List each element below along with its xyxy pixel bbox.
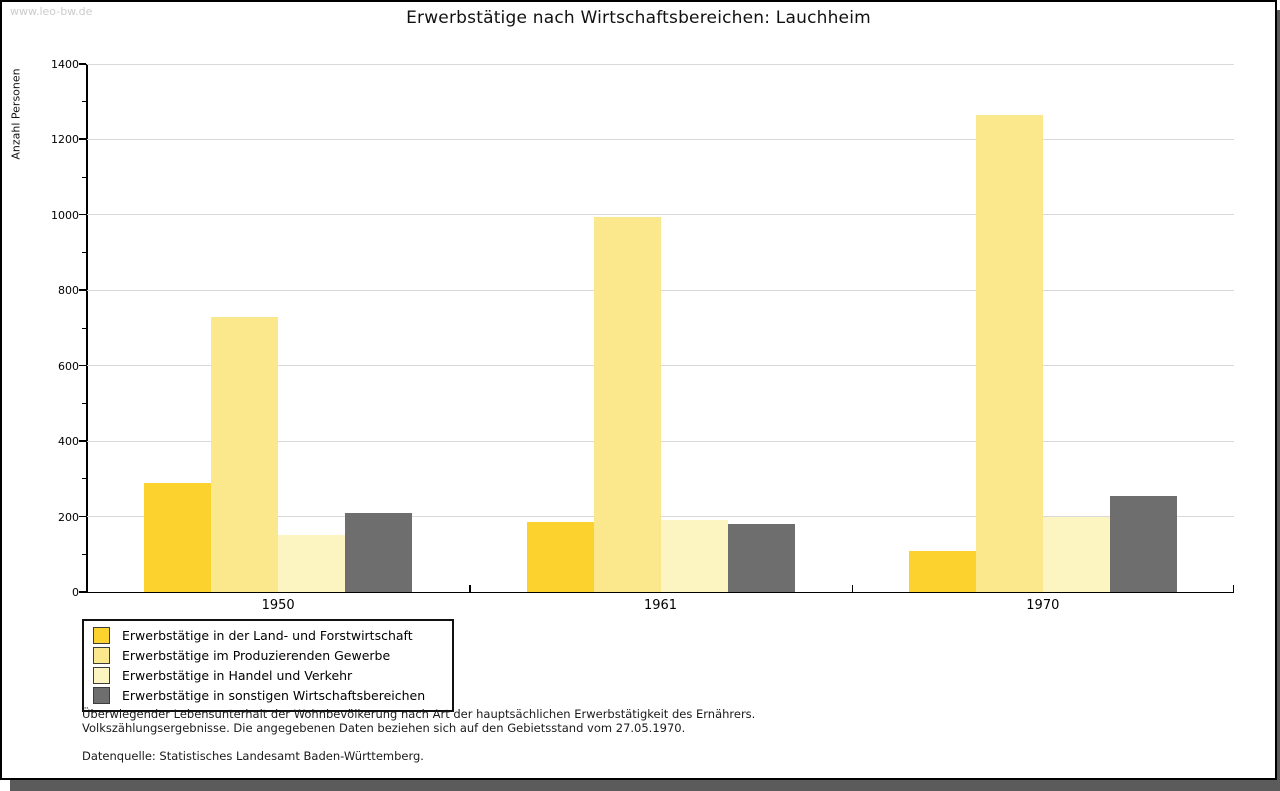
y-minor-tick-100 [82,553,86,555]
x-tick-label-1950: 1950 [261,598,295,613]
legend-item-1: Erwerbstätige in der Land- und Forstwirt… [84,625,452,645]
bar-1961-series-2 [593,216,661,592]
y-tick-label-1000: 1000 [51,208,79,222]
y-major-tick-800 [79,289,86,291]
bar-1970-series-4 [1109,495,1177,592]
y-tick-label-1200: 1200 [51,133,79,147]
gridline-y-1400 [87,63,1234,65]
plot-area: 0 200 400 600 800 1000 1200 1400 1950 1961 1970 [51,58,1234,613]
legend-item-3: Erwerbstätige in Handel und Verkehr [84,665,452,685]
chart-title: Erwerbstätige nach Wirtschaftsbereichen:… [406,8,871,28]
footnote-line-1: Überwiegender Lebensunterhalt der Wohnbe… [82,707,756,721]
legend-label-2: Erwerbstätige im Produzierenden Gewerbe [122,647,391,663]
bar-1970-series-3 [1042,516,1110,592]
legend-swatch-1 [93,626,110,644]
y-major-tick-400 [79,440,86,442]
y-minor-tick-700 [82,327,86,329]
x-tick-label-1961: 1961 [643,598,678,613]
x-axis-tick-3 [1232,585,1234,592]
y-major-tick-1200 [79,138,86,140]
y-major-tick-200 [79,515,86,518]
y-major-tick-1000 [79,213,86,216]
legend-swatch-3 [93,666,110,684]
legend-label-3: Erwerbstätige in Handel und Verkehr [122,667,353,683]
legend-box: Erwerbstätige in der Land- und Forstwirt… [82,619,454,712]
legend-label-1: Erwerbstätige in der Land- und Forstwirt… [122,627,413,643]
x-tick-label-1970: 1970 [1026,598,1060,613]
gridline-y-600 [87,365,1234,367]
y-tick-label-1400: 1400 [51,58,79,71]
gridline-y-400 [87,440,1234,442]
bar-1961-series-3 [660,520,728,592]
bar-1950-series-2 [211,316,279,592]
y-minor-tick-900 [82,252,86,254]
y-minor-tick-1100 [82,176,86,178]
y-tick-label-200: 200 [58,510,79,524]
footnote-line-2: Volkszählungsergebnisse. Die angegebenen… [82,720,686,735]
x-axis-tick-1 [469,585,471,592]
x-axis-line [86,591,1234,593]
y-major-tick-600 [79,364,86,367]
gridline-y-800 [87,289,1234,291]
y-tick-label-400: 400 [58,435,79,449]
gridline-y-1200 [87,138,1234,140]
y-minor-tick-1300 [82,101,86,103]
legend-swatch-2 [93,646,110,664]
footnote-source: Datenquelle: Statistisches Landesamt Bad… [82,749,424,763]
bar-1950-series-1 [144,482,212,592]
gridline-y-200 [87,516,1234,518]
y-axis-label: Anzahl Personen [9,68,23,160]
y-major-tick-1400 [79,63,86,65]
footnotes: Überwiegender Lebensunterhalt der Wohnbe… [82,707,756,764]
bar-1950-series-3 [278,535,346,592]
bar-1961-series-4 [727,524,795,592]
legend-item-4: Erwerbstätige in sonstigen Wirtschaftsbe… [84,685,452,705]
bar-1950-series-4 [345,512,413,592]
y-axis-line [86,64,88,592]
y-minor-tick-300 [82,478,86,480]
y-tick-label-600: 600 [58,359,79,373]
legend-item-2: Erwerbstätige im Produzierenden Gewerbe [84,645,452,665]
gridline-y-1000 [87,214,1234,216]
x-axis-tick-2 [851,585,854,592]
y-minor-tick-500 [82,402,86,404]
y-tick-label-800: 800 [58,284,79,298]
y-tick-label-0: 0 [72,586,79,599]
legend-swatch-4 [93,686,110,704]
legend-label-4: Erwerbstätige in sonstigen Wirtschaftsbe… [122,687,426,703]
watermark-leo-bw: www.leo-bw.de [10,5,93,18]
y-major-tick-0 [79,591,86,593]
bar-1970-series-1 [908,550,976,592]
bar-1970-series-2 [975,114,1043,592]
bar-1961-series-1 [526,522,594,592]
